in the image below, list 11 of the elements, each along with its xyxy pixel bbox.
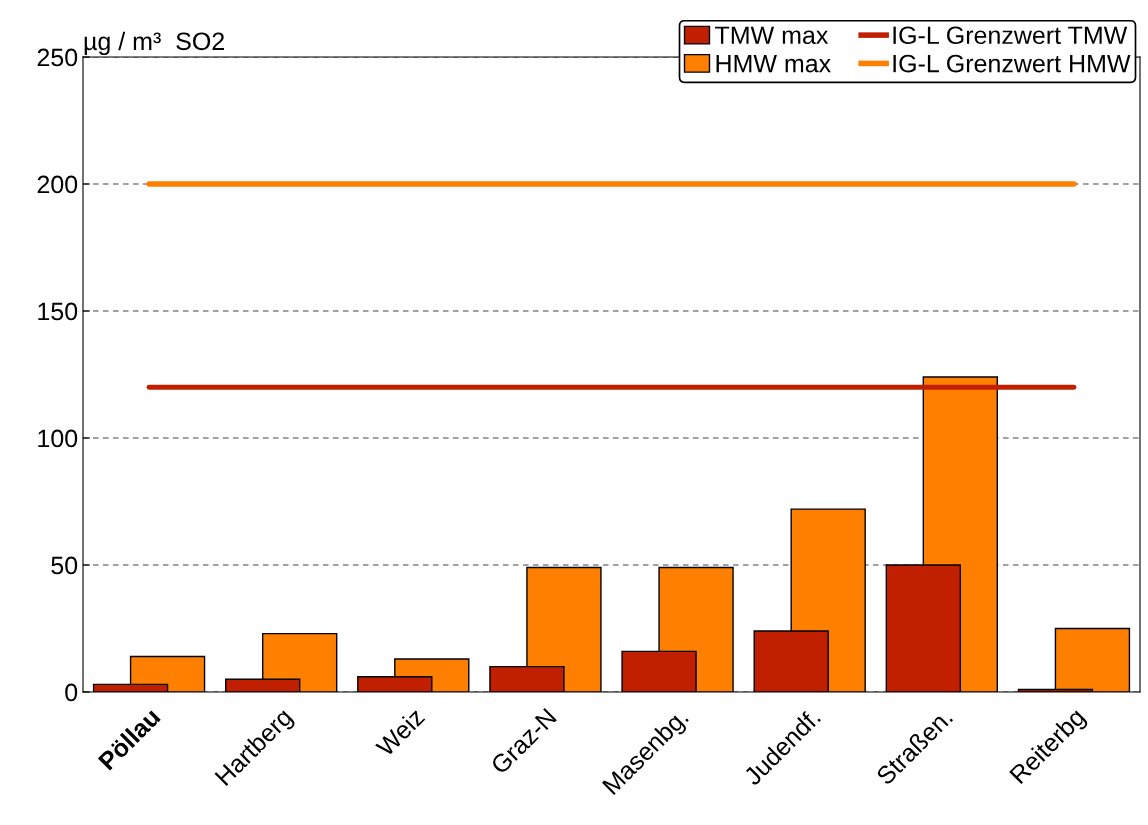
y-tick-label: 200 [37,175,78,194]
legend-label: TMW max [715,26,829,45]
legend-label: HMW max [716,54,831,73]
y-tick-label: 0 [65,683,78,702]
legend-label: IG-L Grenzwert TMW [893,26,1128,45]
y-tick-label: 250 [37,48,78,67]
y-tick-label: 50 [51,556,78,575]
y-tick-label: 150 [38,302,78,321]
y-tick-label: 100 [38,429,78,448]
y-axis-title: µg / m³ SO2 [84,31,224,56]
legend-label: IG-L Grenzwert HMW [893,54,1131,73]
